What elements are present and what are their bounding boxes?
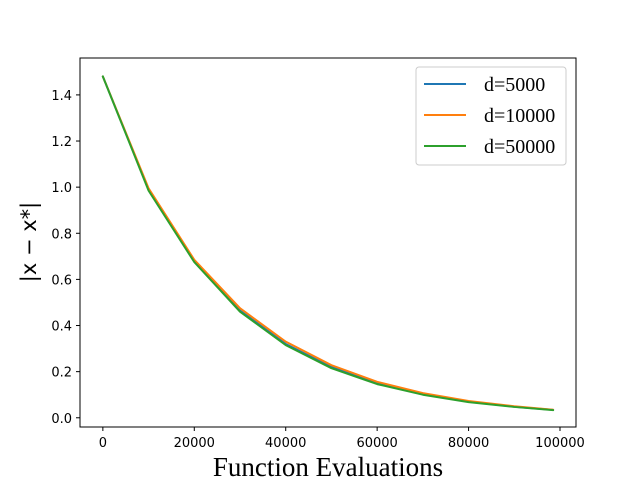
y-axis-label: |x − x*| bbox=[17, 202, 42, 282]
y-axis: 0.0 0.2 0.4 0.6 0.8 1.0 1.2 1.4 bbox=[51, 89, 80, 427]
y-tick-label: 0.0 bbox=[51, 412, 72, 427]
x-tick-label: 40000 bbox=[265, 436, 306, 451]
legend-box bbox=[415, 66, 567, 166]
x-axis-label: Function Evaluations bbox=[213, 452, 443, 480]
x-tick-label: 0 bbox=[99, 436, 107, 451]
axes-frame bbox=[79, 57, 577, 428]
legend-label: d=50000 bbox=[484, 136, 555, 158]
x-tick-label: 100000 bbox=[535, 436, 585, 451]
y-tick-label: 1.0 bbox=[51, 181, 72, 196]
y-tick-label: 0.8 bbox=[51, 227, 72, 242]
x-tick-label: 20000 bbox=[174, 436, 215, 451]
series-line-d-50000 bbox=[101, 75, 555, 412]
y-tick-label: 1.2 bbox=[51, 135, 72, 150]
y-tick-label: 0.4 bbox=[51, 320, 72, 335]
legend-label: d=5000 bbox=[484, 74, 545, 96]
y-tick-label: 0.6 bbox=[51, 273, 72, 288]
legend: d=5000 d=10000 d=50000 bbox=[415, 66, 567, 166]
x-axis: 0 20000 40000 60000 80000 100000 bbox=[99, 427, 585, 451]
legend-label: d=10000 bbox=[484, 105, 555, 127]
y-tick-label: 0.2 bbox=[51, 366, 72, 381]
x-tick-label: 80000 bbox=[448, 436, 489, 451]
series-layer bbox=[101, 75, 555, 412]
y-tick-label: 1.4 bbox=[51, 89, 72, 104]
legend-entries: d=5000 d=10000 d=50000 bbox=[424, 74, 555, 158]
x-tick-label: 60000 bbox=[356, 436, 397, 451]
